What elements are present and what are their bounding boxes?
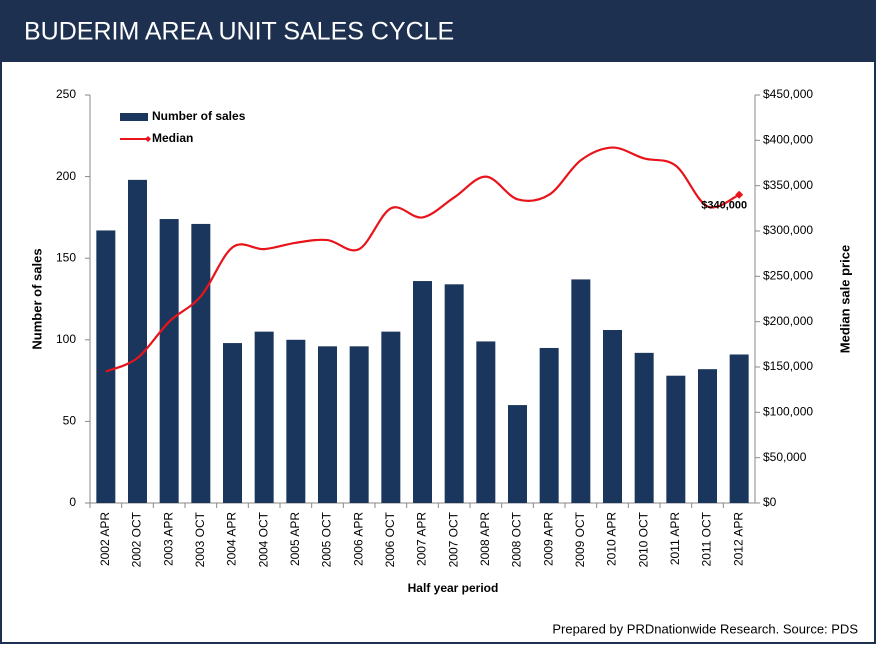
marker <box>735 190 744 199</box>
bar <box>634 352 654 503</box>
y-tick-label: 50 <box>63 414 77 428</box>
bar <box>729 354 749 503</box>
line <box>105 146 740 373</box>
y2-tick-label: $350,000 <box>763 178 813 192</box>
y2-tick-label: $300,000 <box>763 223 813 237</box>
x-tick-label: 2011 APR <box>668 512 682 565</box>
bar <box>96 230 116 503</box>
y-tick-label: 0 <box>69 495 76 509</box>
x-tick-label: 2005 APR <box>288 512 302 566</box>
x-tick-label: 2003 APR <box>161 512 175 566</box>
y2-tick-label: $0 <box>763 495 777 509</box>
chart-title: BUDERIM AREA UNIT SALES CYCLE <box>24 18 454 46</box>
y2-tick-label: $200,000 <box>763 314 813 328</box>
x-tick-label: 2002 OCT <box>130 511 144 567</box>
bar <box>444 284 464 503</box>
bar <box>539 347 559 503</box>
legend-marker <box>145 136 151 142</box>
x-tick-label: 2006 OCT <box>383 511 397 567</box>
bar <box>159 219 179 504</box>
y2-tick-label: $450,000 <box>763 87 813 101</box>
y-tick-label: 100 <box>56 332 76 346</box>
x-tick-label: 2004 OCT <box>256 511 270 567</box>
x-tick-label: 2005 OCT <box>320 511 334 567</box>
bar <box>413 281 432 503</box>
y2-tick-label: $50,000 <box>763 450 807 464</box>
x-axis-title: Half year period <box>408 581 499 595</box>
bar <box>223 343 242 503</box>
bar <box>381 331 401 503</box>
y-tick-label: 150 <box>56 250 76 264</box>
bar <box>571 279 591 503</box>
x-tick-label: 2010 OCT <box>636 511 650 567</box>
x-tick-label: 2002 APR <box>98 512 112 566</box>
y-axis-title: Number of sales <box>29 248 44 349</box>
x-tick-label: 2012 APR <box>731 512 745 566</box>
y2-tick-label: $400,000 <box>763 133 813 147</box>
bar <box>603 330 622 503</box>
x-tick-label: 2008 APR <box>478 512 492 566</box>
y-tick-label: 250 <box>56 87 76 101</box>
value-label: $340,000 <box>701 200 747 212</box>
x-tick-label: 2006 APR <box>351 512 365 566</box>
x-tick-label: 2011 OCT <box>700 511 714 566</box>
bar <box>698 369 717 503</box>
y2-tick-label: $150,000 <box>763 359 813 373</box>
x-tick-label: 2003 OCT <box>193 511 207 567</box>
bar <box>128 179 147 503</box>
footer: Prepared by PRDnationwide Research. Sour… <box>552 621 858 636</box>
bar <box>191 223 211 504</box>
legend-label: Number of sales <box>152 109 246 123</box>
legend-swatch <box>120 113 148 121</box>
header <box>0 0 876 62</box>
bar <box>508 405 527 503</box>
x-tick-label: 2009 OCT <box>573 511 587 567</box>
x-tick-label: 2009 APR <box>541 512 555 566</box>
y2-tick-label: $250,000 <box>763 269 813 283</box>
y2-tick-label: $100,000 <box>763 405 813 419</box>
y2-axis-title: Median sale price <box>837 245 852 353</box>
x-tick-label: 2004 APR <box>225 512 239 566</box>
bar <box>476 341 496 503</box>
legend-label: Median <box>152 131 193 145</box>
x-tick-label: 2008 OCT <box>510 511 524 567</box>
bar <box>286 339 306 503</box>
bar <box>349 346 369 503</box>
bar <box>318 346 337 503</box>
bar <box>254 331 274 503</box>
y-tick-label: 200 <box>56 169 76 183</box>
x-tick-label: 2007 OCT <box>446 511 460 567</box>
bar <box>666 375 686 503</box>
x-tick-label: 2007 APR <box>415 512 429 566</box>
x-tick-label: 2010 APR <box>605 512 619 566</box>
